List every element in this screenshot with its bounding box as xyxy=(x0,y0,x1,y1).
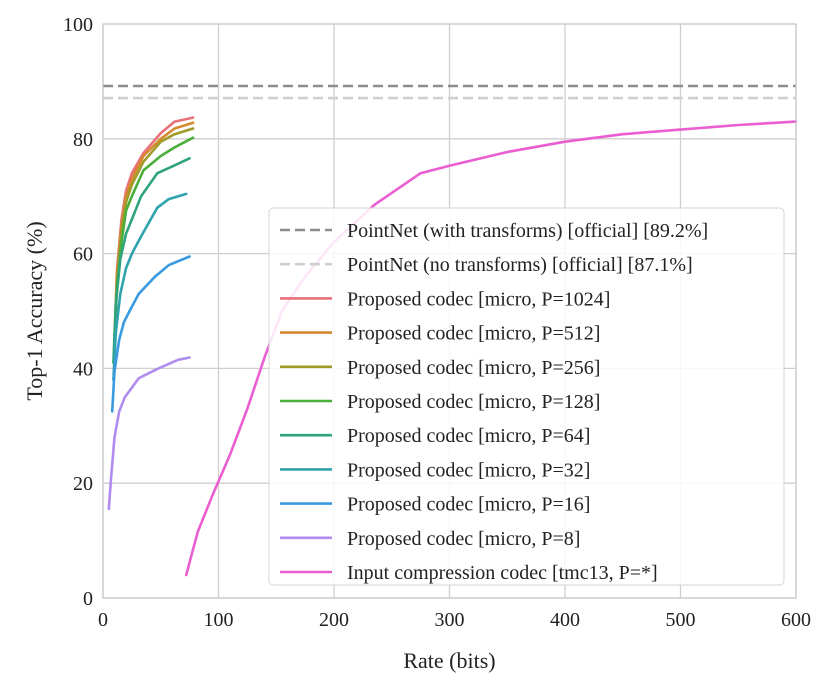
legend-label: Proposed codec [micro, P=8] xyxy=(347,528,580,550)
x-axis-title: Rate (bits) xyxy=(403,648,495,673)
x-tick-labels: 0 100 200 300 400 500 600 xyxy=(98,609,811,631)
legend-label: Proposed codec [micro, P=128] xyxy=(347,391,600,413)
x-tick-label: 100 xyxy=(204,609,234,631)
legend-items: PointNet (with transforms) [official] [8… xyxy=(280,220,708,584)
legend-label: Proposed codec [micro, P=64] xyxy=(347,425,590,447)
y-axis-title: Top-1 Accuracy (%) xyxy=(22,221,47,400)
legend-box xyxy=(268,207,785,586)
legend-label: PointNet (no transforms) [official] [87.… xyxy=(347,254,693,276)
x-tick-label: 500 xyxy=(666,609,696,631)
y-tick-labels: 0 20 40 60 80 100 xyxy=(63,14,93,610)
x-tick-label: 0 xyxy=(98,609,108,631)
y-tick-label: 20 xyxy=(73,473,93,495)
y-tick-label: 60 xyxy=(73,244,93,266)
legend-label: Proposed codec [micro, P=16] xyxy=(347,494,590,516)
y-tick-label: 100 xyxy=(63,14,93,36)
y-tick-label: 40 xyxy=(73,358,93,380)
series-line xyxy=(107,356,191,511)
legend-label: Input compression codec [tmc13, P=*] xyxy=(347,562,658,584)
x-tick-label: 400 xyxy=(550,609,580,631)
x-tick-label: 200 xyxy=(319,609,349,631)
series-line xyxy=(110,255,191,413)
x-tick-label: 600 xyxy=(781,609,811,631)
legend-label: Proposed codec [micro, P=256] xyxy=(347,357,600,379)
legend-label: Proposed codec [micro, P=1024] xyxy=(347,288,610,310)
y-tick-label: 0 xyxy=(83,588,93,610)
plot-frame xyxy=(102,23,797,599)
reference-lines xyxy=(103,84,796,100)
legend-label: PointNet (with transforms) [official] [8… xyxy=(347,220,708,242)
legend-label: Proposed codec [micro, P=32] xyxy=(347,459,590,481)
y-tick-label: 80 xyxy=(73,129,93,151)
x-tick-label: 300 xyxy=(435,609,465,631)
series-line xyxy=(112,192,188,382)
series-line xyxy=(112,157,191,365)
series-line xyxy=(113,136,195,347)
legend-label: Proposed codec [micro, P=512] xyxy=(347,323,600,345)
legend: PointNet (with transforms) [official] [8… xyxy=(268,207,785,586)
